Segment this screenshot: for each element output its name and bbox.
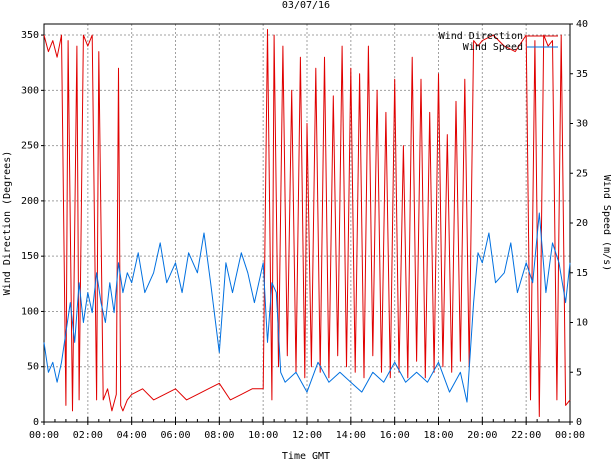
chart-title: 03/07/16: [282, 0, 330, 11]
x-tick-label: 00:00: [29, 430, 59, 441]
series-wind-speed: [43, 212, 571, 403]
x-tick-label: 20:00: [467, 430, 497, 441]
x-tick-label: 08:00: [204, 430, 234, 441]
series-wind-direction: [43, 29, 571, 417]
x-axis-label: Time GMT: [282, 451, 330, 459]
right-y-tick-label: 20: [576, 218, 588, 229]
x-tick-label: 16:00: [380, 430, 410, 441]
x-axis: 00:00 02:00 04:00 06:00 08:00 10:00 12:00 14:00…: [29, 417, 585, 441]
x-tick-label: 04:00: [117, 430, 147, 441]
right-y-tick-label: 15: [576, 268, 588, 279]
right-y-axis: 0 5 10 15 20 25 30 35 40: [570, 19, 588, 428]
right-y-tick-label: 5: [576, 367, 582, 378]
left-y-tick-label: 300: [21, 85, 39, 96]
right-y-tick-label: 30: [576, 119, 588, 130]
legend: Wind Direction Wind Speed: [439, 31, 558, 53]
right-y-tick-label: 25: [576, 168, 588, 179]
left-y-axis-label: Wind Direction (Degrees): [2, 151, 13, 296]
x-tick-label: 02:00: [73, 430, 103, 441]
x-tick-label: 06:00: [160, 430, 190, 441]
right-y-tick-label: 35: [576, 69, 588, 80]
x-tick-label: 12:00: [292, 430, 322, 441]
left-y-tick-label: 200: [21, 196, 39, 207]
plot-frame: [43, 23, 571, 423]
x-tick-label: 14:00: [336, 430, 366, 441]
right-y-tick-label: 40: [576, 19, 588, 30]
left-y-tick-label: 100: [21, 306, 39, 317]
left-y-tick-label: 250: [21, 141, 39, 152]
left-y-tick-label: 150: [21, 251, 39, 262]
right-y-tick-label: 10: [576, 318, 588, 329]
x-tick-label: 18:00: [423, 430, 453, 441]
legend-label-wind-direction: Wind Direction: [439, 31, 523, 42]
x-tick-label: 10:00: [248, 430, 278, 441]
grid: [44, 24, 570, 422]
x-tick-label: 00:00: [555, 430, 585, 441]
legend-label-wind-speed: Wind Speed: [463, 42, 523, 53]
series-layer: [43, 29, 571, 417]
right-y-tick-label: 0: [576, 417, 582, 428]
left-y-tick-label: 50: [27, 362, 39, 373]
right-y-axis-label: Wind Speed (m/s): [601, 175, 611, 271]
left-y-tick-label: 350: [21, 30, 39, 41]
left-y-axis: 0 50 100 150 200 250 300 350: [21, 30, 44, 428]
x-tick-label: 22:00: [511, 430, 541, 441]
left-y-tick-label: 0: [33, 417, 39, 428]
